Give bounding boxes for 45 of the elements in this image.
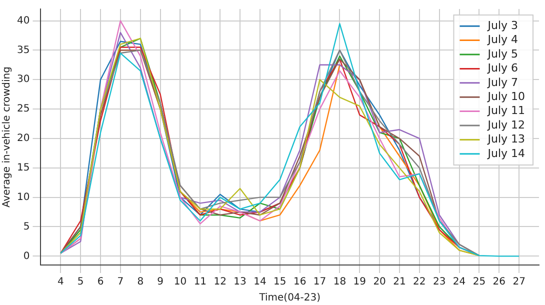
x-tick-label: 13 [234,276,246,288]
x-tick-label: 20 [373,276,386,288]
y-tick-label: 10 [16,192,30,203]
x-tick-label: 10 [174,276,187,288]
x-tick-label: 21 [393,276,406,288]
x-tick-label: 7 [117,276,124,288]
x-tick-label: 27 [512,276,526,288]
x-tick-label: 17 [313,276,326,288]
y-tick-label: 5 [23,221,30,232]
y-tick-label: 40 [16,15,30,26]
y-tick-label: 35 [16,44,30,56]
y-tick-label: 20 [16,133,30,144]
legend-label: July 5 [486,47,518,60]
x-tick-label: 19 [353,276,366,288]
y-tick-label: 15 [16,162,30,174]
x-tick-label: 25 [472,276,486,288]
x-tick-label: 22 [413,276,426,288]
y-tick-label: 25 [16,104,30,115]
x-tick-label: 18 [333,276,346,288]
y-tick-label: 0 [23,250,30,262]
legend-label: July 10 [486,90,526,103]
x-tick-label: 5 [77,276,84,288]
legend-label: July 12 [486,118,526,132]
legend-label: July 11 [486,104,526,118]
x-tick-label: 24 [452,276,466,288]
x-tick-label: 14 [254,276,266,288]
y-axis-title: Average in-vehicle crowding [2,66,13,208]
legend-label: July 7 [486,76,518,89]
x-tick-label: 11 [194,276,207,288]
x-tick-label: 15 [274,276,286,288]
x-tick-label: 4 [57,276,64,288]
legend-label: July 3 [486,18,518,32]
legend-label: July 4 [486,33,518,46]
x-tick-label: 12 [214,276,226,288]
legend-label: July 6 [486,62,518,75]
legend-label: July 14 [486,146,526,160]
x-tick-label: 8 [137,276,144,288]
x-tick-label: 9 [157,276,164,288]
y-tick-label: 30 [16,74,30,86]
x-axis-title: Time(04-23) [258,292,321,304]
x-tick-label: 16 [293,276,306,288]
x-tick-label: 6 [97,276,104,288]
x-tick-label: 23 [432,276,446,288]
legend-label: July 13 [486,132,526,146]
x-tick-label: 26 [492,276,506,288]
